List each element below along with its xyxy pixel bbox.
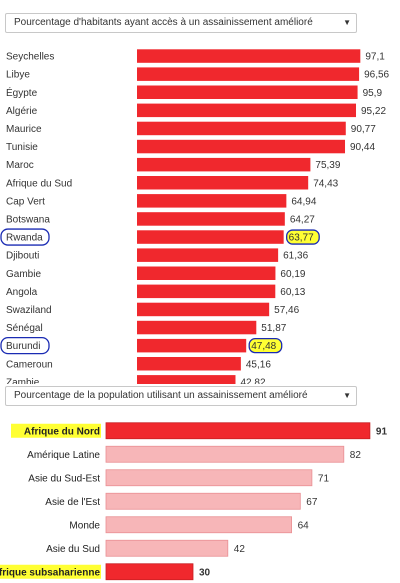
indicator-dropdown-2[interactable]: Pourcentage de la population utilisant u…	[5, 386, 357, 406]
value-label: 63,77	[289, 233, 314, 244]
bar	[137, 248, 279, 262]
value-label: 91	[376, 426, 388, 437]
category-label: Tunisie	[6, 142, 38, 153]
bar	[137, 103, 357, 118]
value-highlight	[286, 229, 320, 245]
category-label: Cameroun	[6, 359, 53, 370]
value-label: 42,82	[240, 377, 265, 384]
category-label: Afrique subsaharienne	[0, 567, 100, 578]
category-label: Asie du Sud	[46, 544, 100, 555]
bar	[137, 320, 257, 335]
value-label: 67	[306, 497, 318, 508]
annotation-circle	[0, 336, 50, 355]
label-highlight	[11, 423, 101, 438]
value-label: 30	[199, 567, 211, 578]
bar	[137, 194, 287, 208]
category-label: Rwanda	[6, 233, 43, 244]
category-label: Afrique du Nord	[24, 426, 100, 437]
bar	[137, 212, 285, 226]
bar	[137, 121, 346, 136]
value-label: 42	[234, 544, 246, 555]
value-label: 71	[318, 473, 330, 484]
category-label: Maroc	[6, 160, 34, 171]
value-label: 51,87	[261, 323, 286, 334]
bar	[137, 139, 346, 154]
bar	[137, 302, 270, 317]
bar	[105, 422, 371, 440]
region-sanitation-bar-chart: Afrique du Nord 91 Amérique Latine 82 Asie d…	[0, 422, 388, 581]
category-label: Afrique du Sud	[6, 178, 72, 189]
value-label: 64,94	[291, 196, 316, 207]
value-label: 75,39	[315, 160, 340, 171]
category-label: Amérique Latine	[27, 450, 100, 461]
caret-down-icon: ▼	[343, 18, 351, 27]
bar	[105, 469, 313, 487]
category-label: Asie de l'Est	[45, 497, 100, 508]
bar	[137, 230, 284, 244]
bar	[137, 85, 358, 99]
value-label: 60,13	[280, 287, 305, 298]
category-label: Sénégal	[6, 323, 43, 334]
country-sanitation-bar-chart: Seychelles 97,1 Libye 96,56 Égypte 95,9 Algéri…	[0, 49, 390, 384]
value-label: 74,43	[313, 178, 338, 189]
dropdown-2-label: Pourcentage de la population utilisant u…	[14, 390, 308, 401]
category-label: Maurice	[6, 124, 42, 135]
category-label: Botswana	[6, 214, 50, 225]
bar	[105, 563, 194, 581]
bar	[137, 49, 361, 63]
category-label: Swaziland	[6, 305, 52, 316]
category-label: Libye	[6, 70, 30, 81]
value-label: 95,9	[363, 88, 383, 99]
value-label: 60,19	[280, 269, 305, 280]
category-label: Burundi	[6, 341, 40, 352]
bar	[137, 176, 309, 190]
bar	[105, 492, 301, 510]
category-label: Seychelles	[6, 52, 54, 63]
bar	[137, 266, 276, 280]
bar	[105, 539, 229, 557]
value-label: 95,22	[361, 106, 386, 117]
bar	[105, 516, 293, 534]
bar	[137, 67, 360, 81]
bar	[137, 157, 311, 172]
bar	[105, 445, 345, 463]
value-label: 47,48	[251, 341, 276, 352]
bar	[137, 284, 276, 299]
category-label: Djibouti	[6, 251, 39, 262]
bar	[137, 357, 241, 371]
value-label: 97,1	[365, 52, 385, 63]
annotation-circle	[0, 228, 50, 246]
category-label: Monde	[69, 520, 100, 531]
category-label: Égypte	[6, 86, 38, 99]
bar	[137, 338, 247, 353]
label-highlight	[0, 564, 101, 579]
value-highlight	[248, 337, 283, 354]
value-label: 64,27	[290, 214, 315, 225]
caret-down-icon: ▼	[343, 391, 351, 400]
value-label: 90,77	[351, 124, 376, 135]
dropdown-1-label: Pourcentage d'habitants ayant accès à un…	[14, 17, 313, 28]
indicator-dropdown-1[interactable]: Pourcentage d'habitants ayant accès à un…	[5, 13, 357, 33]
value-label: 90,44	[350, 142, 375, 153]
category-label: Gambie	[6, 269, 41, 280]
value-label: 61,36	[283, 251, 308, 262]
bar	[137, 375, 236, 384]
category-label: Angola	[6, 287, 38, 298]
value-label: 82	[350, 450, 362, 461]
category-label: Zambie	[6, 377, 40, 384]
value-label: 64	[298, 520, 310, 531]
category-label: Algérie	[6, 106, 38, 117]
value-label: 45,16	[246, 359, 271, 370]
category-label: Asie du Sud-Est	[28, 473, 100, 484]
value-label: 96,56	[364, 70, 389, 81]
category-label: Cap Vert	[6, 196, 45, 207]
value-label: 57,46	[274, 305, 299, 316]
